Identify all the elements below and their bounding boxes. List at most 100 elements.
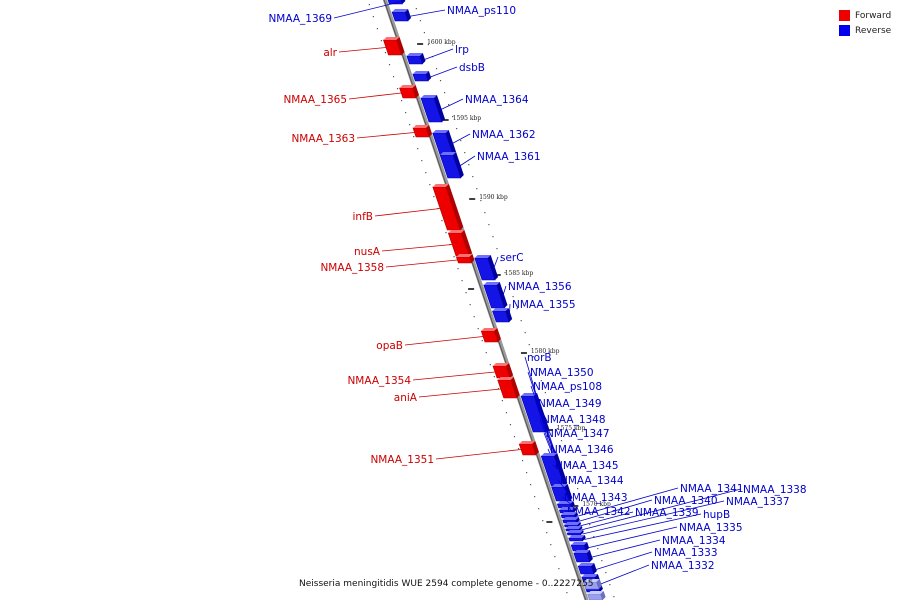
reverse-gene-label: lrp <box>455 44 469 56</box>
reverse-gene-leader <box>439 98 464 111</box>
reverse-gene-leader <box>423 48 454 61</box>
reverse-gene-label: serC <box>500 252 524 264</box>
gene-top <box>567 530 584 533</box>
legend-item-forward: Forward <box>839 8 891 23</box>
reverse-gene-NMAA_1335 <box>570 542 590 552</box>
forward-gene-opaB <box>480 328 501 343</box>
gene-side <box>591 563 597 574</box>
reverse-gene-label: NMAA_1356 <box>508 281 572 293</box>
reverse-gene-fragment <box>583 579 602 590</box>
forward-gene-label: NMAA_1365 <box>283 94 347 106</box>
gene-top <box>412 71 429 74</box>
reverse-gene-label: NMAA_1337 <box>726 496 790 508</box>
reverse-gene-NMAA_1361 <box>439 152 464 179</box>
reverse-gene-leader <box>590 539 661 558</box>
reverse-gene-label: NMAA_1335 <box>679 522 743 534</box>
gene-side <box>426 125 433 137</box>
reverse-gene-NMAA_1334 <box>573 550 593 563</box>
gene-top <box>420 95 437 98</box>
reverse-gene-label: NMAA_1340 <box>654 495 718 507</box>
reverse-gene-leader <box>580 488 742 531</box>
gene-top <box>583 579 600 582</box>
forward-gene-leader <box>404 336 484 346</box>
legend-reverse-label: Reverse <box>855 25 892 36</box>
gene-face <box>577 565 595 575</box>
reverse-gene-leader <box>557 479 570 495</box>
gene-side <box>578 526 583 531</box>
gene-side <box>453 152 464 178</box>
forward-gene-NMAA_1363 <box>412 125 433 138</box>
reverse-gene-label: hupB <box>703 509 730 521</box>
reverse-gene-serC <box>474 255 499 281</box>
gene-top <box>383 37 400 40</box>
reverse-gene-NMAA_1333 <box>577 563 597 575</box>
scale-tick-label: 1575 kbp <box>557 425 586 432</box>
gene-side <box>586 550 593 562</box>
forward-gene-label: nusA <box>354 246 381 258</box>
reverse-gene-leader <box>582 500 725 535</box>
forward-gene-nusA <box>447 230 473 257</box>
gene-side <box>510 377 520 398</box>
forward-gene-aniA <box>497 377 520 399</box>
reverse-gene-leader <box>594 551 653 571</box>
reverse-gene-hupB <box>568 535 586 542</box>
forward-gene-leader <box>435 449 522 460</box>
forward-gene-leader <box>338 47 386 53</box>
gene-top <box>571 542 588 545</box>
forward-gene-label: alr <box>323 47 337 59</box>
reverse-gene-label: NMAA_1333 <box>654 547 718 559</box>
gene-face <box>455 256 472 264</box>
reverse-gene-NMAA_ps110 <box>391 9 412 22</box>
gene-top <box>578 563 595 566</box>
reverse-gene-label: NMAA_1361 <box>477 151 541 163</box>
gene-face <box>412 73 429 82</box>
gene-side <box>505 308 513 322</box>
forward-gene-leader <box>412 371 496 381</box>
reverse-gene-label: NMAA_1339 <box>635 507 699 519</box>
forward-gene-NMAA_1358 <box>455 254 475 264</box>
scale-tick-label: 1600 kbp <box>427 39 456 46</box>
forward-gene-NMAA_1365 <box>399 85 419 99</box>
reverse-gene-label: NMAA_1345 <box>555 460 619 472</box>
forward-gene-leader <box>418 388 501 398</box>
forward-gene-NMAA_1354 <box>492 363 514 379</box>
gene-top <box>564 522 581 525</box>
reverse-gene-leader <box>333 0 404 19</box>
scale-tick-label: 1595 kbp <box>453 115 482 122</box>
gene-side <box>581 535 586 541</box>
gene-side <box>487 255 499 280</box>
gene-top <box>492 363 509 366</box>
gene-top <box>551 484 568 487</box>
reverse-gene-label: NMAA_1347 <box>546 428 610 440</box>
gene-side <box>554 453 568 486</box>
gene-side <box>469 254 475 263</box>
gene-side <box>532 441 539 455</box>
gene-face <box>566 532 582 536</box>
reverse-gene-label: NMAA_ps108 <box>533 381 602 393</box>
reverse-gene-label: NMAA_1369 <box>268 13 332 25</box>
reverse-gene-label: NMAA_1332 <box>651 560 715 572</box>
reverse-gene-label: NMAA_1338 <box>743 484 807 496</box>
forward-gene-label: NMAA_1351 <box>370 454 434 466</box>
gene-top <box>406 53 423 56</box>
reverse-gene-leader <box>564 510 575 512</box>
scale-tick-label: 1580 kbp <box>531 348 560 355</box>
reverse-gene-NMAA_1355 <box>492 308 513 323</box>
reverse-gene-NMAA_1364 <box>420 95 445 123</box>
reverse-gene-NMAA_1337 <box>566 530 584 536</box>
scale-tick-label: 1570 kbp <box>582 501 611 508</box>
reverse-swatch <box>839 25 850 36</box>
gene-top <box>565 526 582 529</box>
reverse-gene-label: NMAA_1341 <box>680 483 744 495</box>
reverse-gene-leader <box>458 155 476 167</box>
scale-tick-label: 1585 kbp <box>505 270 534 277</box>
gene-top <box>456 254 473 257</box>
reverse-gene-label: NMAA_1349 <box>538 398 602 410</box>
gene-side <box>570 501 575 508</box>
gene-face <box>587 593 603 600</box>
gene-side <box>600 591 606 600</box>
reverse-gene-NMAA_1362 <box>432 130 457 156</box>
forward-gene-alr <box>383 37 405 56</box>
gene-top <box>581 574 598 577</box>
